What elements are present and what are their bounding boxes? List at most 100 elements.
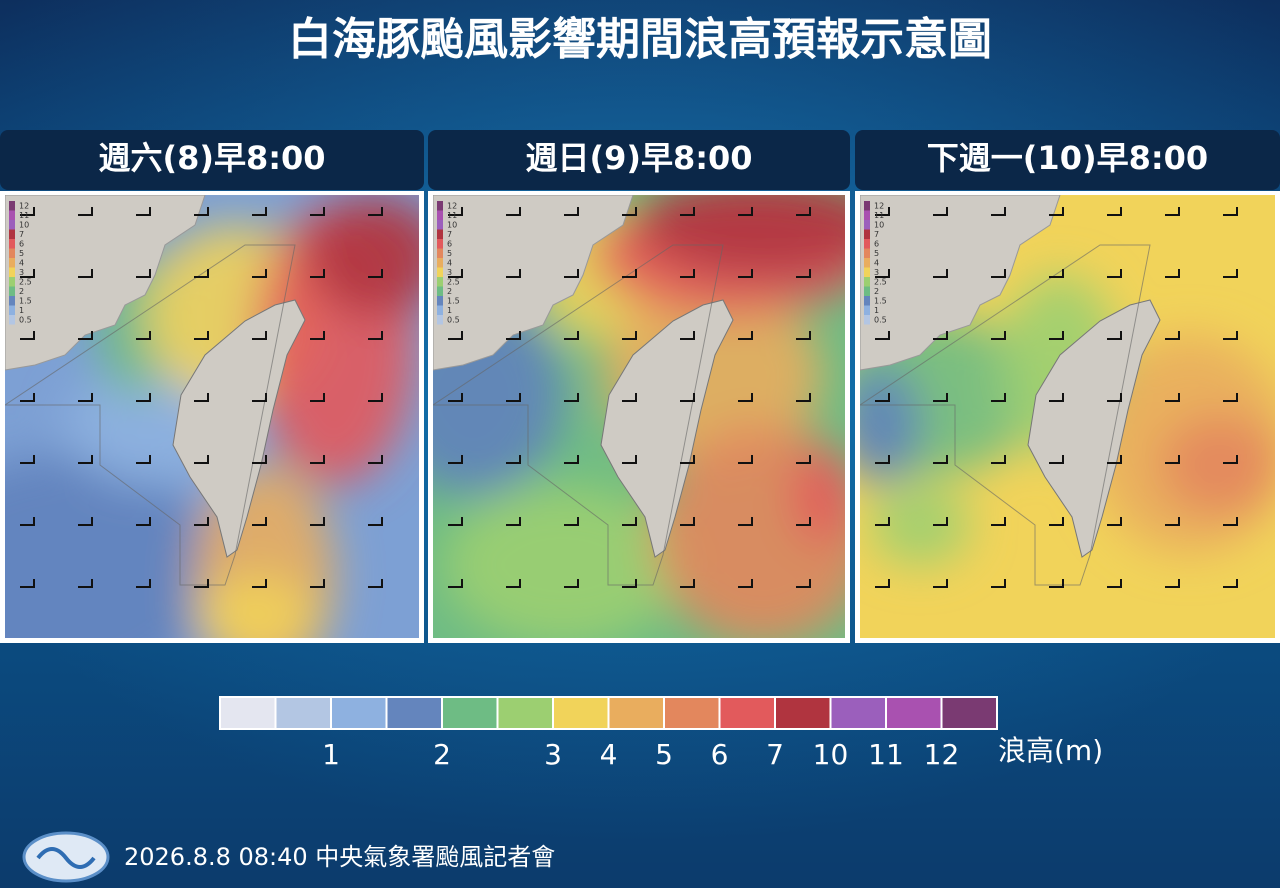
inset-label: 5 [447, 249, 452, 258]
color-swatch [663, 696, 721, 730]
wind-barb [20, 207, 35, 216]
wind-barb [991, 517, 1006, 526]
wind-barb [136, 517, 151, 526]
wind-barb [78, 517, 93, 526]
wind-barb [875, 455, 890, 464]
wind-barb [448, 207, 463, 216]
inset-label: 7 [447, 230, 452, 239]
wind-barb [738, 455, 753, 464]
wind-barb [875, 331, 890, 340]
wind-barb [20, 269, 35, 278]
wind-barb [1107, 393, 1122, 402]
wind-barb [622, 517, 637, 526]
wind-barb [1049, 207, 1064, 216]
inset-swatch [864, 296, 870, 306]
wind-barb [78, 579, 93, 588]
wind-barb [252, 455, 267, 464]
wind-barb [252, 579, 267, 588]
wind-barb [796, 269, 811, 278]
inset-swatch [9, 277, 15, 287]
wind-barb [564, 393, 579, 402]
wind-barb [875, 269, 890, 278]
wind-barb [506, 331, 521, 340]
inset-label: 6 [874, 240, 879, 249]
inset-swatch [437, 248, 443, 258]
wind-barb [368, 579, 383, 588]
wind-barb [622, 207, 637, 216]
wind-barb [368, 269, 383, 278]
wind-barb [1049, 517, 1064, 526]
wind-barb [796, 579, 811, 588]
wind-barb [448, 331, 463, 340]
inset-swatch [864, 315, 870, 325]
inset-swatch [437, 210, 443, 220]
wind-barb [506, 269, 521, 278]
wind-barb [933, 579, 948, 588]
colorbar-tick-label: 11 [868, 738, 904, 771]
wind-barb [622, 331, 637, 340]
wind-barb [680, 455, 695, 464]
wave-area [870, 485, 970, 565]
inset-label: 0.5 [19, 316, 32, 325]
inset-swatch [864, 220, 870, 230]
wind-barb [194, 579, 209, 588]
inset-swatch [9, 210, 15, 220]
inset-label: 0.5 [447, 316, 460, 325]
wind-barb [78, 331, 93, 340]
wind-barb [448, 455, 463, 464]
wind-barb [875, 393, 890, 402]
wind-barb [136, 455, 151, 464]
wind-barb [875, 517, 890, 526]
wind-barb [368, 455, 383, 464]
wind-barb [1165, 579, 1180, 588]
china-coast [433, 195, 634, 371]
wind-barb [875, 207, 890, 216]
wind-barb [991, 455, 1006, 464]
inset-label: 0.5 [874, 316, 887, 325]
wind-barb [506, 455, 521, 464]
inset-label: 4 [19, 259, 24, 268]
inset-swatch [864, 258, 870, 268]
inset-swatch [864, 286, 870, 296]
colorbar-unit: 浪高(m) [998, 734, 1103, 767]
inset-swatch [437, 201, 443, 211]
wind-barb [136, 393, 151, 402]
color-swatch [885, 696, 943, 730]
wind-barb [1107, 207, 1122, 216]
land [860, 195, 1238, 588]
wind-barb [933, 517, 948, 526]
colorbar-tick-label: 3 [544, 738, 562, 771]
wind-barb [875, 579, 890, 588]
color-swatch [718, 696, 776, 730]
inset-label: 2 [19, 287, 24, 296]
inset-swatch [9, 248, 15, 258]
wind-barb [20, 579, 35, 588]
wind-barb [252, 269, 267, 278]
colorbar-tick-label: 12 [924, 738, 960, 771]
panels: 週六(8)早8:00121110765432.521.510.5週日(9)早8:… [0, 130, 1280, 643]
wind-barb [252, 331, 267, 340]
colorbar: 1 2 3 4 5 6 7 10 11 12 浪高(m) [219, 696, 1103, 771]
inset-label: 2 [447, 287, 452, 296]
inset-swatch [437, 229, 443, 239]
wind-barb [1049, 393, 1064, 402]
inset-swatch [9, 258, 15, 268]
wind-barb [991, 331, 1006, 340]
wind-barb [78, 393, 93, 402]
wind-barb [1165, 393, 1180, 402]
color-swatch [330, 696, 388, 730]
inset-label: 12 [447, 202, 457, 211]
inset-swatch [864, 229, 870, 239]
inset-swatch [437, 277, 443, 287]
inset-label: 12 [874, 202, 884, 211]
wind-barb [796, 455, 811, 464]
inset-swatch [864, 267, 870, 277]
inset-label: 11 [447, 211, 457, 220]
inset-swatch [437, 258, 443, 268]
wind-barb [991, 393, 1006, 402]
